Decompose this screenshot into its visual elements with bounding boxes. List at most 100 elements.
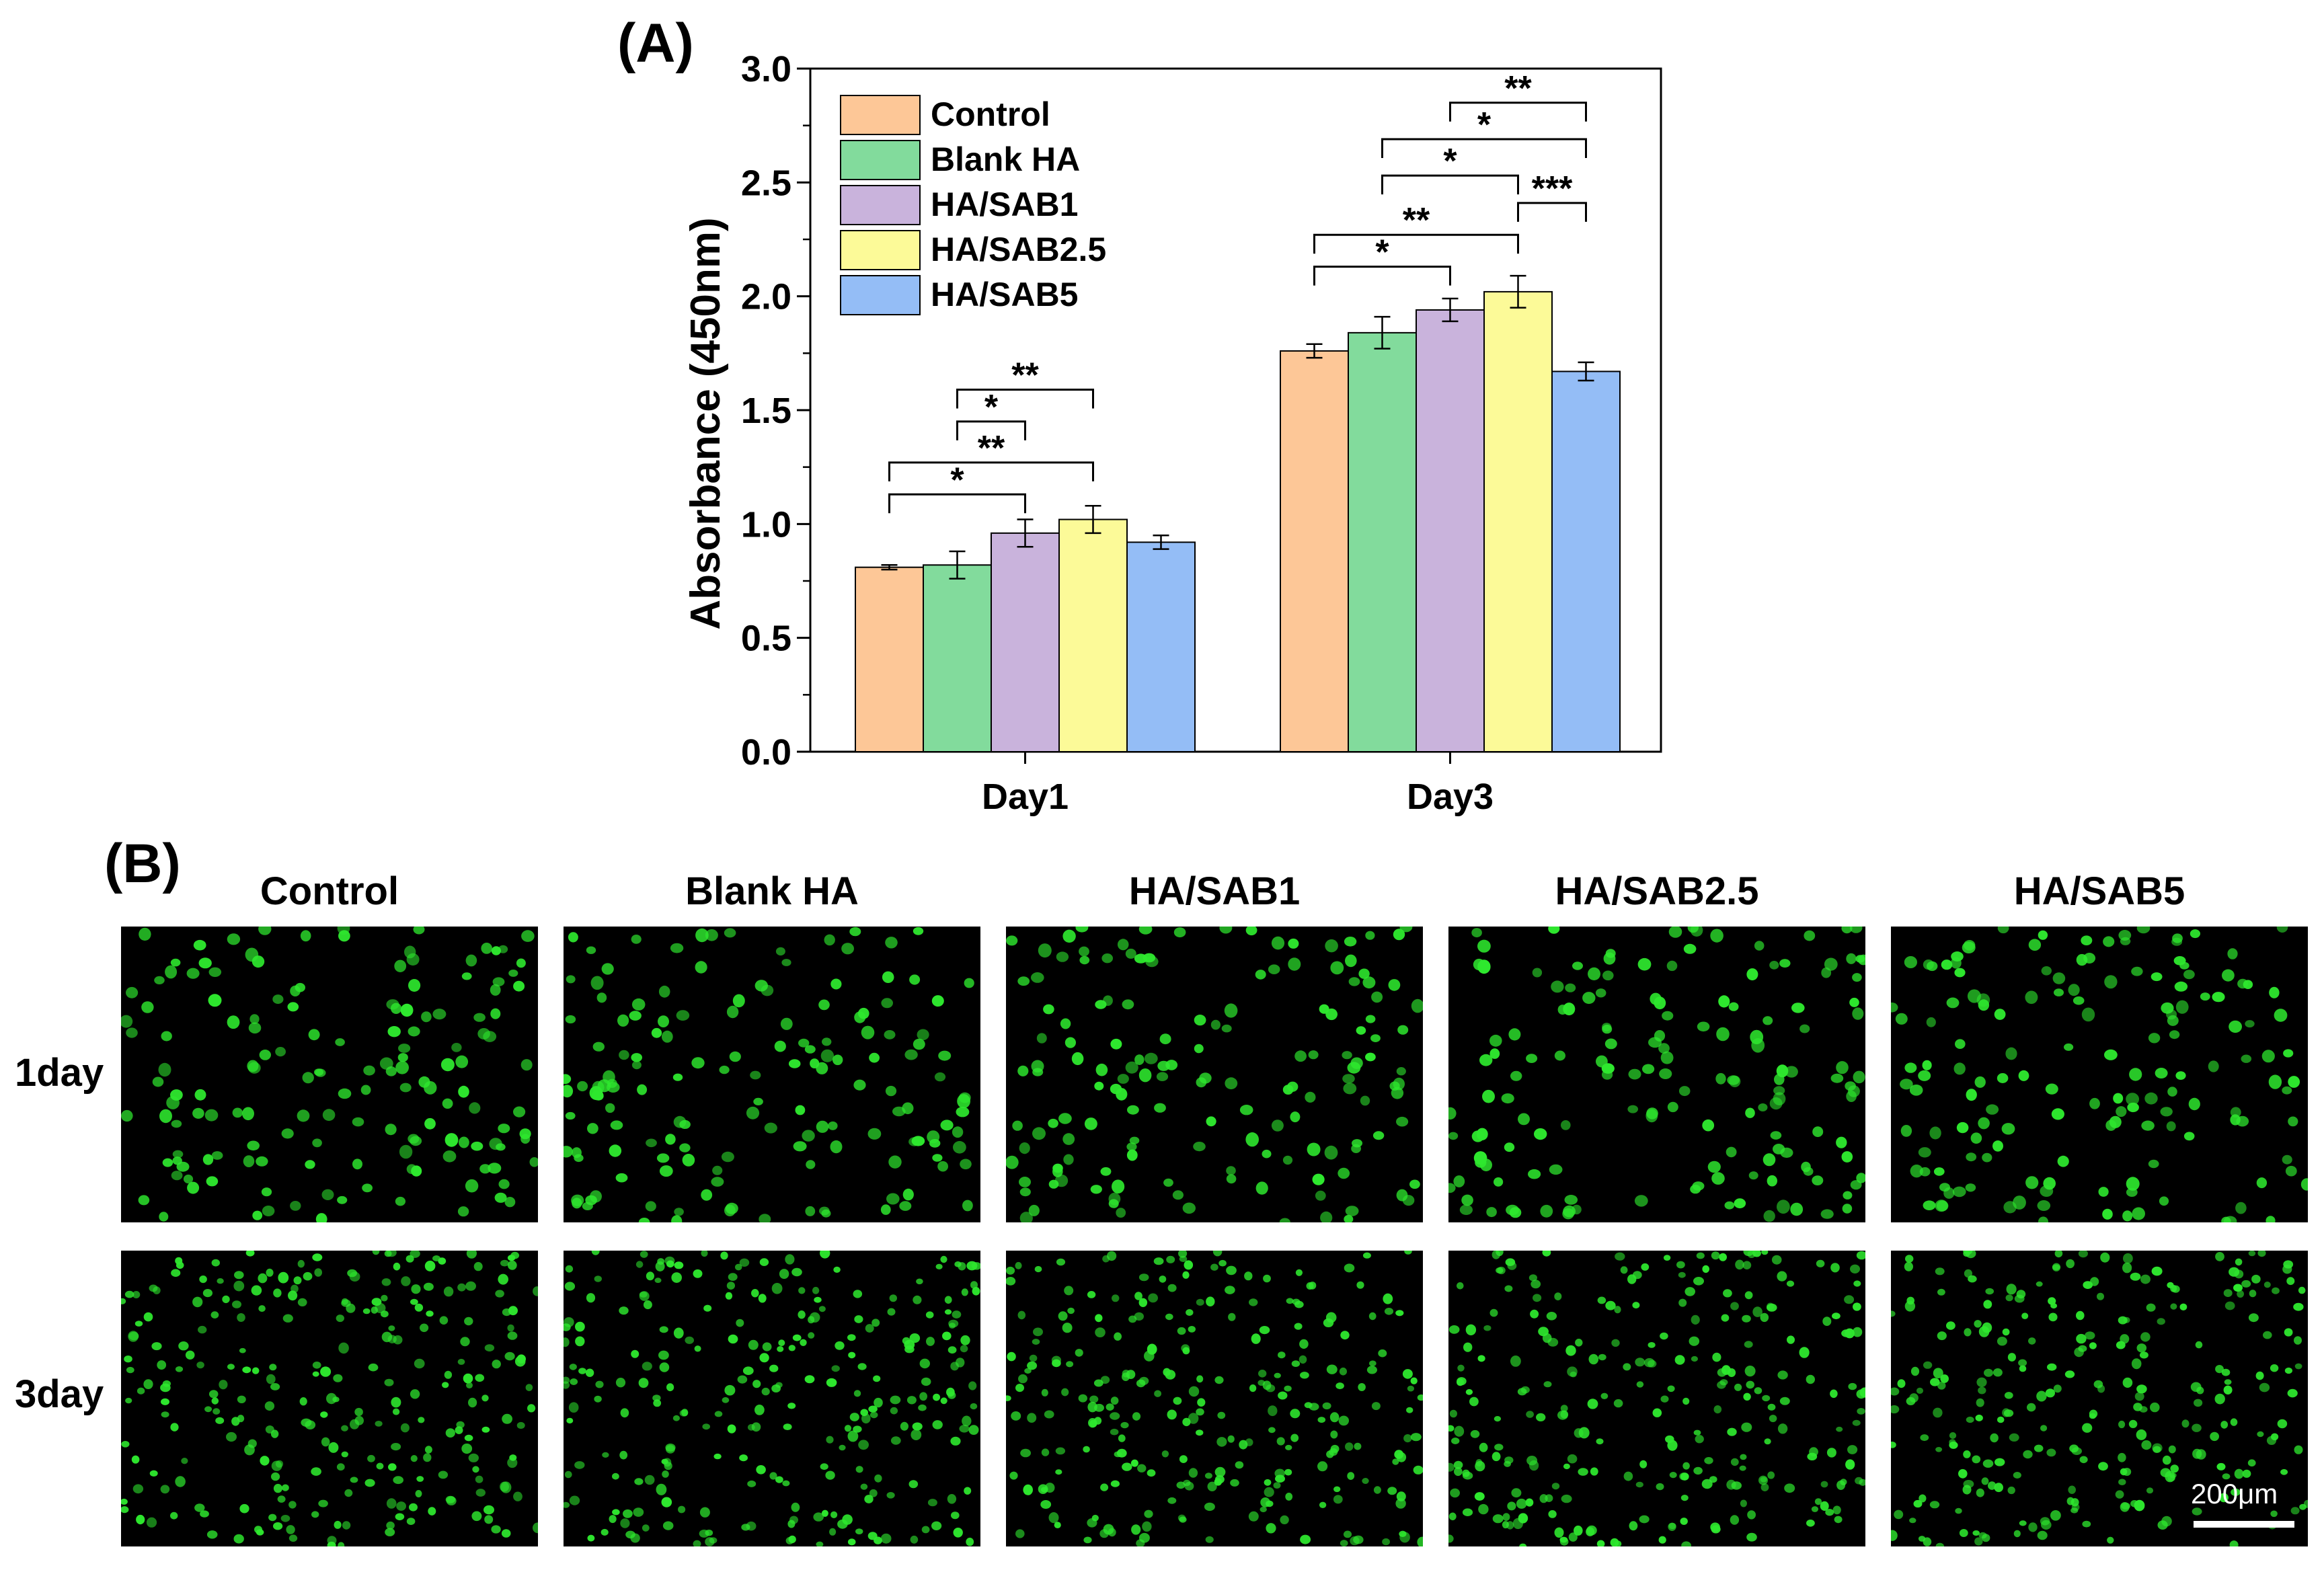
cell-nucleus <box>1110 1412 1120 1420</box>
cell-nucleus <box>921 1377 931 1386</box>
cell-nucleus <box>1292 1298 1301 1305</box>
cell-nucleus <box>158 1062 171 1077</box>
cell-nucleus <box>2113 1093 2124 1104</box>
cell-nucleus <box>2248 1313 2259 1323</box>
cell-nucleus <box>1287 1081 1299 1092</box>
cell-nucleus <box>1516 1498 1527 1509</box>
cell-nucleus <box>239 1347 246 1353</box>
cell-nucleus <box>956 1358 965 1368</box>
cell-nucleus <box>2050 1510 2061 1521</box>
cell-nucleus <box>440 1058 455 1072</box>
cell-nucleus <box>853 1390 861 1397</box>
cell-nucleus <box>192 1107 204 1119</box>
cell-nucleus <box>1718 995 1730 1008</box>
cell-nucleus <box>2122 1210 2133 1222</box>
cell-nucleus <box>2136 927 2151 934</box>
cell-nucleus <box>927 1499 937 1507</box>
cell-nucleus <box>406 1164 417 1175</box>
cell-nucleus <box>2285 1165 2297 1177</box>
cell-nucleus <box>1970 1132 1982 1144</box>
cell-nucleus <box>1645 1109 1658 1123</box>
cell-nucleus <box>305 1420 316 1429</box>
cell-nucleus <box>1648 1342 1656 1348</box>
cell-nucleus <box>459 1136 469 1148</box>
cell-nucleus <box>1122 999 1134 1010</box>
cell-nucleus <box>1935 1200 1948 1212</box>
cell-nucleus <box>489 1138 502 1150</box>
cell-nucleus <box>396 1501 406 1511</box>
cell-nucleus <box>1179 1455 1188 1463</box>
cell-nucleus <box>1978 1326 1990 1337</box>
cell-nucleus <box>2134 1499 2145 1512</box>
cell-nucleus <box>385 1124 397 1136</box>
micrograph-3day-ha-sab1 <box>1006 1251 1423 1546</box>
cell-nucleus <box>360 1085 371 1095</box>
cell-nucleus <box>2141 1120 2155 1131</box>
cell-nucleus <box>964 1487 972 1495</box>
cell-nucleus <box>1356 1026 1366 1035</box>
cell-nucleus <box>172 1156 182 1165</box>
cell-nucleus <box>2247 1459 2256 1466</box>
cell-nucleus <box>258 927 272 935</box>
cell-nucleus <box>861 1025 875 1039</box>
cell-nucleus <box>297 1259 305 1268</box>
cell-nucleus <box>2144 1092 2158 1105</box>
cell-nucleus <box>2120 1502 2130 1512</box>
cell-nucleus <box>1919 1494 1927 1503</box>
cell-nucleus <box>1120 1421 1129 1429</box>
cell-nucleus <box>1751 1038 1765 1053</box>
significance-bracket <box>888 461 1094 481</box>
cell-nucleus <box>121 1441 130 1448</box>
cell-nucleus <box>202 1154 214 1165</box>
cell-nucleus <box>2076 1333 2087 1344</box>
cell-nucleus <box>2052 972 2066 984</box>
cell-nucleus <box>788 1535 796 1544</box>
cell-nucleus <box>564 1282 576 1291</box>
cell-nucleus <box>828 1121 838 1130</box>
cell-nucleus <box>1172 1190 1184 1200</box>
cell-nucleus <box>1226 1174 1237 1184</box>
cell-nucleus <box>322 1109 336 1122</box>
cell-nucleus <box>1803 1167 1814 1176</box>
cell-nucleus <box>1083 1536 1092 1544</box>
cell-nucleus <box>273 1522 283 1530</box>
cell-nucleus <box>247 1060 259 1072</box>
cell-nucleus <box>1048 1512 1059 1524</box>
cell-nucleus <box>1492 1514 1504 1524</box>
cell-nucleus <box>1333 1486 1341 1493</box>
cell-nucleus <box>1294 1323 1303 1330</box>
cell-nucleus <box>1997 1416 2005 1423</box>
cell-nucleus <box>679 1120 691 1129</box>
cell-nucleus <box>262 1206 275 1216</box>
cell-nucleus <box>1342 1074 1355 1084</box>
cell-nucleus <box>1769 1415 1777 1423</box>
cell-nucleus <box>1290 1111 1301 1123</box>
cell-nucleus <box>927 1130 940 1144</box>
cell-nucleus <box>442 1150 457 1163</box>
cell-nucleus <box>572 1147 582 1159</box>
cell-nucleus <box>874 1397 883 1408</box>
cell-nucleus <box>830 1511 838 1518</box>
cell-nucleus <box>1338 1415 1349 1426</box>
cell-nucleus <box>806 1160 816 1169</box>
cell-nucleus <box>1747 1510 1756 1520</box>
cell-nucleus <box>1061 1388 1069 1397</box>
cell-nucleus <box>1639 1460 1648 1468</box>
cell-nucleus <box>1027 1413 1037 1423</box>
cell-nucleus <box>1011 1411 1021 1421</box>
cell-nucleus <box>1448 1512 1457 1521</box>
cell-nucleus <box>808 1332 815 1339</box>
cell-nucleus <box>1656 1483 1664 1491</box>
cell-nucleus <box>2220 1421 2229 1429</box>
cell-nucleus <box>1729 1075 1741 1087</box>
cell-nucleus <box>1846 953 1857 964</box>
cell-nucleus <box>1268 964 1280 974</box>
cell-nucleus <box>290 1201 301 1211</box>
cell-nucleus <box>1471 928 1482 938</box>
cell-nucleus <box>464 1317 473 1326</box>
cell-nucleus <box>831 1365 840 1372</box>
cell-nucleus <box>121 1015 133 1028</box>
cell-nucleus <box>186 968 200 979</box>
cell-nucleus <box>1563 1205 1576 1218</box>
cell-nucleus <box>788 1345 796 1351</box>
